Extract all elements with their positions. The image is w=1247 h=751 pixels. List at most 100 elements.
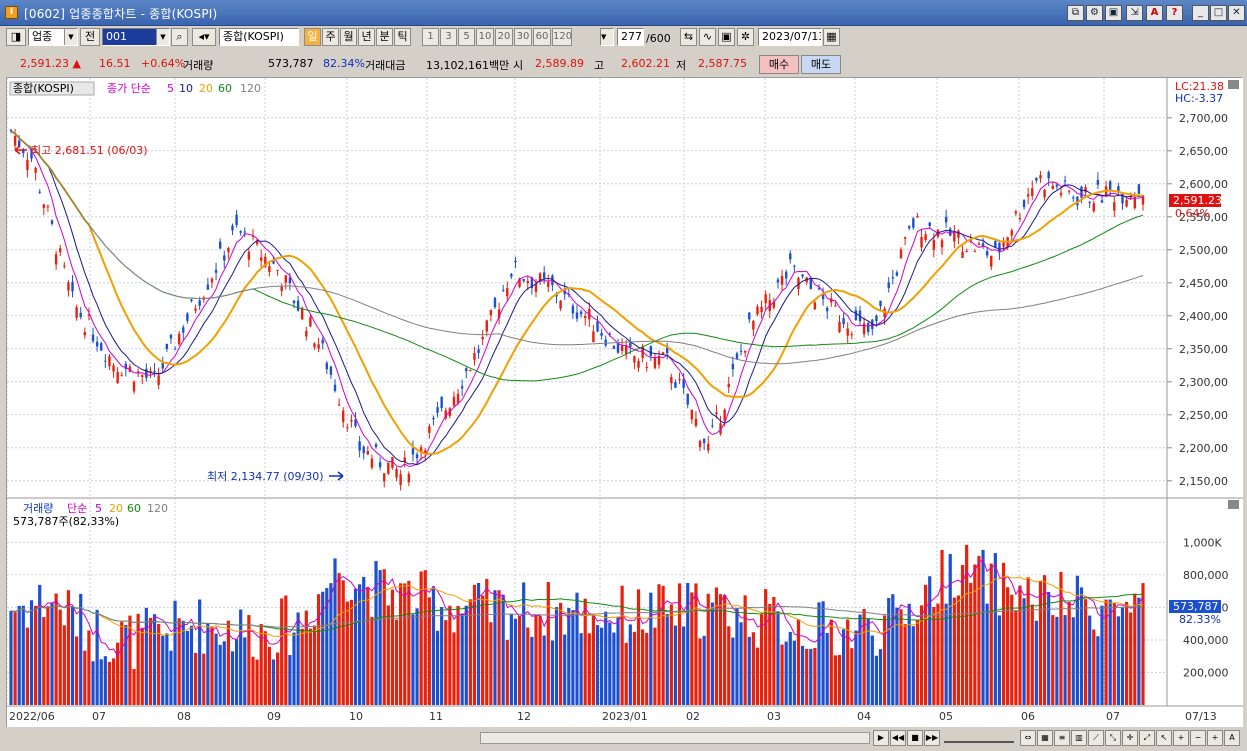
stop-icon[interactable]: ■ [907,730,923,746]
zoom-out-icon[interactable]: − [1190,730,1206,746]
font-icon[interactable]: A [1146,5,1163,21]
list-icon[interactable]: ≡ [1054,730,1070,746]
chevron-down-icon[interactable]: ▼ [156,29,169,45]
period-tab-4[interactable]: 분 [376,28,393,46]
interval-button-2[interactable]: 5 [458,28,475,46]
pointer-icon[interactable]: ↖ [1156,730,1172,746]
volume-bar [107,662,112,705]
candle-body [633,356,636,363]
swap-icon[interactable]: ⇆ [680,28,697,46]
minimize-button[interactable]: _ [1192,5,1209,21]
volume-bar [456,605,460,705]
stock-chart[interactable]: 2,700,00 2,650,00 2,600,00 2,550,00 2,500,00… [6,78,1243,728]
fast-forward-icon[interactable]: ▶▶ [924,730,940,746]
settings-icon[interactable]: ⚙ [1086,5,1103,21]
chevron-down-icon[interactable]: ▼ [64,29,77,45]
drawing-icon[interactable]: ⤡ [1105,730,1121,746]
volume-bar [165,633,169,705]
instrument-legend-box[interactable] [9,81,95,96]
crosshair-icon[interactable]: ✛ [1122,730,1138,746]
zoom-slider[interactable] [944,733,1014,743]
volume-bar [304,610,308,705]
zoom-in-icon[interactable]: + [1173,730,1189,746]
title-bar: I [0602] 업종종합차트 - 종합(KOSPI) ⧉ ⚙ ▣ ⇲ A ? … [0,0,1247,26]
candle-body [407,473,411,483]
zoom-fit-icon[interactable]: ⇔ [1020,730,1036,746]
sell-button[interactable]: 매도 [801,55,841,74]
volume-tick-label: 1,000K [1183,536,1222,549]
candle-body [485,320,488,332]
count-input[interactable]: 277 [617,28,644,46]
period-tab-0[interactable]: 일 [304,28,321,46]
save-icon[interactable]: ▣ [718,28,735,46]
volume-bar [75,636,79,705]
pane-menu-icon[interactable] [1228,80,1239,89]
volume-bar [288,655,292,705]
add-icon[interactable]: + [1207,730,1223,746]
candle-body [1108,181,1112,191]
candle-body [932,239,936,250]
volume-bar [723,594,727,705]
gear-icon[interactable]: ✲ [737,28,754,46]
calendar-icon[interactable]: ▦ [823,28,840,46]
trend-icon[interactable]: ∿ [699,28,716,46]
play-icon[interactable]: ▶ [873,730,889,746]
layout-icon[interactable]: ▣ [1105,5,1122,21]
expand-icon[interactable]: ⤢ [1139,730,1155,746]
candle-body [399,474,402,485]
close-button[interactable]: ✕ [1228,5,1245,21]
link-window-icon[interactable]: ⧉ [1067,5,1084,21]
volume-bar [948,553,952,705]
high-label: 고 [594,59,605,72]
volume-bar [534,614,538,705]
volume-bar [448,605,452,705]
volume-bar [550,640,554,705]
interval-button-3[interactable]: 10 [476,28,494,46]
search-icon[interactable]: ⌕ [171,28,188,46]
chart-area[interactable]: 2,700,00 2,650,00 2,600,00 2,550,00 2,500,00… [6,77,1243,728]
interval-button-5[interactable]: 30 [514,28,532,46]
rewind-icon[interactable]: ◀◀ [890,730,906,746]
interval-button-0[interactable]: 1 [422,28,439,46]
bar-icon[interactable]: ▥ [1071,730,1087,746]
period-tab-3[interactable]: 년 [358,28,375,46]
export-icon[interactable]: ⇲ [1126,5,1143,21]
candle-body [608,333,612,335]
font-size-icon[interactable]: A [1224,730,1240,746]
maximize-button[interactable]: □ [1210,5,1227,21]
help-icon[interactable]: ? [1166,5,1183,21]
period-tab-2[interactable]: 월 [340,28,357,46]
volume-bar [899,609,903,705]
market-select[interactable]: 업종 ▼ [28,28,78,46]
volume-bar [382,569,386,705]
date-tick-label: 11 [429,710,443,723]
grid-icon[interactable]: ▦ [1037,730,1053,746]
name-field[interactable]: 종합(KOSPI) [219,28,299,46]
buy-button[interactable]: 매수 [759,55,799,74]
speaker-icon[interactable]: ◂▾ [192,28,216,46]
pane-menu-icon[interactable] [1228,500,1239,509]
line-icon[interactable]: ⟋ [1088,730,1104,746]
volume-bar [148,617,153,705]
candle-body [973,251,977,253]
prev-button[interactable]: 전 [80,28,100,46]
code-input[interactable]: 001 ▼ [102,28,170,46]
period-tab-1[interactable]: 주 [322,28,339,46]
lock-icon[interactable]: ◨ [6,28,26,46]
interval-button-4[interactable]: 20 [495,28,513,46]
interval-button-1[interactable]: 3 [440,28,457,46]
candle-body [190,299,193,302]
volume-bar [624,642,628,705]
volume-bar [858,614,862,705]
horizontal-scrollbar[interactable] [480,732,870,744]
volume-bar [317,594,321,705]
chart-navigation: ▶ ◀◀ ■ ▶▶ ⇔ ▦ ≡ ▥ ⟋ ⤡ ✛ ⤢ ↖ + − + A [0,727,1247,751]
period-tab-5[interactable]: 틱 [394,28,411,46]
date-input[interactable]: 2023/07/13 [758,28,822,46]
interval-button-7[interactable]: 120 [552,28,572,46]
volume-bar [366,587,370,705]
candle-body [481,336,484,340]
candle-body [194,308,197,311]
chevron-down-icon[interactable]: ▼ [600,28,614,46]
interval-button-6[interactable]: 60 [533,28,551,46]
